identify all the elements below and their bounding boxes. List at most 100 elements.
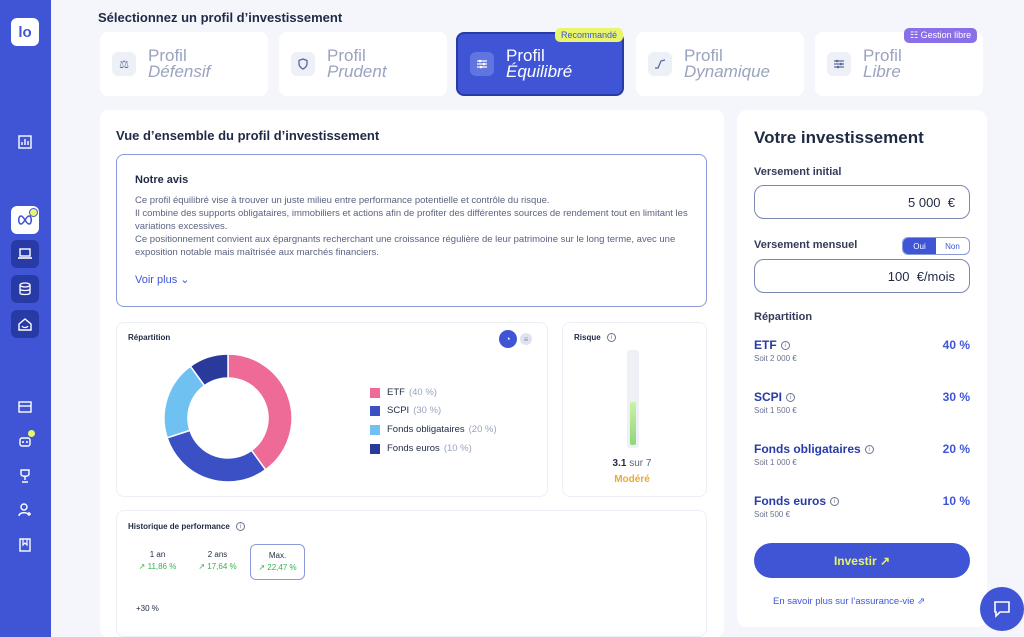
tab-label: Profil <box>327 46 366 65</box>
legend-name: SCPI <box>387 405 410 416</box>
period-label: Max. <box>268 551 287 560</box>
avis-line: Il combine des supports obligataires, im… <box>135 208 688 232</box>
assurance-vie-link[interactable]: En savoir plus sur l’assurance-vie ⇗ <box>773 596 925 607</box>
legend-name: Fonds obligataires <box>387 424 465 435</box>
performance-title-label: Historique de performance <box>128 522 230 531</box>
rep-name: ETF <box>754 338 777 352</box>
period-max[interactable]: Max. ↗ 22,47 % <box>250 544 305 580</box>
tab-profil-defensif[interactable]: ⚖ Profil Défensif <box>100 32 268 96</box>
monthly-amount-input[interactable] <box>754 259 970 293</box>
legend-swatch <box>370 443 380 454</box>
repartition-title: Répartition <box>128 333 171 342</box>
info-icon[interactable]: i <box>830 497 840 507</box>
page-title: Sélectionnez un profil d’investissement <box>98 10 343 25</box>
y-axis-label: +30 % <box>136 604 159 613</box>
rep-fonds-obligataires-sub: Soit 1 000 € <box>754 458 797 467</box>
info-icon[interactable]: i <box>780 341 790 351</box>
info-icon[interactable]: i <box>606 333 616 343</box>
rep-scpi: SCPI i <box>754 390 796 404</box>
risk-level-label: Modéré <box>614 474 650 485</box>
scale-icon: ⚖ <box>112 52 136 76</box>
donut-slice-etf[interactable] <box>227 353 293 471</box>
list-view-toggle[interactable]: ≡ <box>520 333 532 345</box>
rep-etf-sub: Soit 2 000 € <box>754 354 797 363</box>
shield-icon <box>291 52 315 76</box>
rep-etf: ETF i <box>754 338 790 352</box>
toggle-no[interactable]: Non <box>945 241 960 251</box>
rep-name: Fonds obligataires <box>754 442 861 456</box>
donut-slice-scpi[interactable] <box>166 429 267 483</box>
toggle-yes[interactable]: Oui <box>903 238 936 254</box>
tab-label: Profil <box>148 46 187 65</box>
app-logo[interactable]: lo <box>11 18 39 46</box>
notification-dot <box>29 208 38 217</box>
info-icon[interactable]: i <box>786 393 796 403</box>
user-add-icon[interactable] <box>11 496 39 524</box>
info-icon[interactable]: i <box>864 445 874 455</box>
tab-label-sub: Dynamique <box>684 62 770 81</box>
legend-item-etf: ETF (40 %) <box>370 387 437 398</box>
initial-amount-input[interactable] <box>754 185 970 219</box>
legend-swatch <box>370 405 380 416</box>
notification-dot <box>27 429 36 438</box>
trophy-icon[interactable] <box>11 462 39 490</box>
external-link-icon: ⇗ <box>917 596 926 607</box>
risk-title-label: Risque <box>574 333 601 342</box>
voir-plus-label: Voir plus <box>135 274 178 286</box>
chat-button[interactable] <box>980 587 1024 631</box>
legend-swatch <box>370 424 380 435</box>
invest-button[interactable]: Investir ↗ <box>754 543 970 578</box>
performance-title: Historique de performance i <box>128 522 246 532</box>
period-label: 2 ans <box>207 550 228 559</box>
avis-line: Ce positionnement convient aux épargnant… <box>135 234 676 258</box>
period-label: 1 an <box>149 550 166 559</box>
laptop-icon[interactable] <box>11 240 39 268</box>
legend-item-fonds-euros: Fonds euros (10 %) <box>370 443 472 454</box>
tab-label-sub: Équilibré <box>506 62 573 81</box>
performance-card <box>116 510 707 637</box>
tab-label-sub: Libre <box>863 62 901 81</box>
voir-plus-link[interactable]: Voir plus ⌄ <box>135 273 189 286</box>
avis-text: Ce profil équilibré vise à trouver un ju… <box>135 194 690 259</box>
risk-value: 3.1 <box>612 458 627 469</box>
tab-label: Profil <box>506 46 545 65</box>
tab-profil-prudent[interactable]: Profil Prudent <box>279 32 447 96</box>
tab-profil-libre[interactable]: Profil Libre <box>815 32 983 96</box>
rep-name: SCPI <box>754 390 783 404</box>
robot-icon[interactable] <box>11 427 39 455</box>
tab-label-sub: Défensif <box>148 62 211 81</box>
monthly-toggle[interactable]: Oui Non <box>902 237 970 255</box>
legend-swatch <box>370 387 380 398</box>
sidebar: lo <box>0 0 51 637</box>
notre-avis-box: Notre avis Ce profil équilibré vise à tr… <box>116 154 707 307</box>
info-icon[interactable]: i <box>236 522 246 532</box>
legend-item-scpi: SCPI (30 %) <box>370 405 441 416</box>
tab-profil-equilibre[interactable]: Profil Équilibré <box>456 32 624 96</box>
tab-label: Profil <box>863 46 902 65</box>
tab-profil-dynamique[interactable]: Profil Dynamique <box>636 32 804 96</box>
period-value: ↗ 22,47 % <box>258 563 297 572</box>
period-1-an[interactable]: 1 an ↗ 11,86 % <box>130 544 185 580</box>
period-value: ↗ 11,86 % <box>138 562 177 571</box>
rep-scpi-sub: Soit 1 500 € <box>754 406 797 415</box>
rep-fonds-obligataires: Fonds obligataires i <box>754 442 874 456</box>
recommended-badge: Recommandé <box>555 28 624 42</box>
chart-icon[interactable] <box>11 128 39 156</box>
sliders-icon <box>470 52 494 76</box>
chevron-down-icon: ⌄ <box>180 274 190 286</box>
legend-pct: (30 %) <box>413 405 442 416</box>
risk-title: Risque i <box>574 333 616 343</box>
pie-view-toggle[interactable]: ◔ <box>499 330 517 348</box>
investment-title: Votre investissement <box>754 128 924 147</box>
database-icon[interactable] <box>11 275 39 303</box>
tab-label-sub: Prudent <box>327 62 387 81</box>
assurance-vie-label: En savoir plus sur l’assurance-vie <box>773 596 915 607</box>
legend-pct: (20 %) <box>468 424 497 435</box>
inbox-icon[interactable] <box>11 393 39 421</box>
donut-slice-fonds-euros[interactable] <box>189 353 229 387</box>
legend-item-fonds-obligataires: Fonds obligataires (20 %) <box>370 424 497 435</box>
period-2-ans[interactable]: 2 ans ↗ 17,64 % <box>190 544 245 580</box>
house-icon[interactable] <box>11 310 39 338</box>
rep-etf-pct: 40 % <box>942 338 970 352</box>
book-icon[interactable] <box>11 531 39 559</box>
